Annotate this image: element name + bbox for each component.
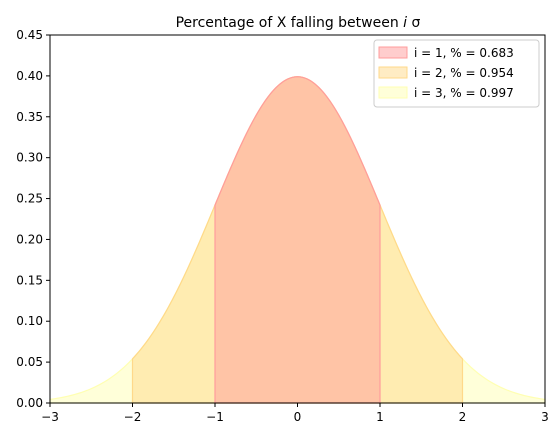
legend: i = 1, % = 0.683 i = 2, % = 0.954 i = 3, %… [373,39,540,108]
x-tick-label: 2 [459,410,467,424]
x-tick-label: −3 [41,410,59,424]
chart-title: Percentage of X falling between i σ [176,15,421,31]
y-tick-label: 0.45 [16,28,43,42]
y-tick-label: 0.30 [16,151,43,165]
legend-swatch-3 [378,86,408,99]
y-tick-label: 0.00 [16,396,43,410]
x-tick-label: 1 [376,410,384,424]
y-tick-label: 0.20 [16,232,43,246]
legend-label-2: i = 2, % = 0.954 [414,66,514,80]
y-tick-label: 0.10 [16,314,43,328]
y-tick-label: 0.35 [16,110,43,124]
x-tick-label: 3 [541,410,549,424]
legend-box [373,39,540,108]
y-tick-label: 0.40 [16,69,43,83]
y-tick-label: 0.15 [16,273,43,287]
axes: −3 −2 −1 0 1 2 3 0.00 0.05 0.10 0.15 0.20 0.25 0.30 0.… [16,28,549,424]
y-tick-label: 0.05 [16,355,43,369]
area-band-1 [214,76,381,404]
legend-swatch-1 [378,46,408,59]
x-tick-label: −1 [206,410,224,424]
y-tick-label: 0.25 [16,192,43,206]
x-tick-label: 0 [294,410,302,424]
legend-swatch-2 [378,66,408,79]
x-tick-label: −2 [124,410,142,424]
legend-label-1: i = 1, % = 0.683 [414,46,514,60]
plot-area [49,76,546,404]
legend-label-3: i = 3, % = 0.997 [414,86,514,100]
